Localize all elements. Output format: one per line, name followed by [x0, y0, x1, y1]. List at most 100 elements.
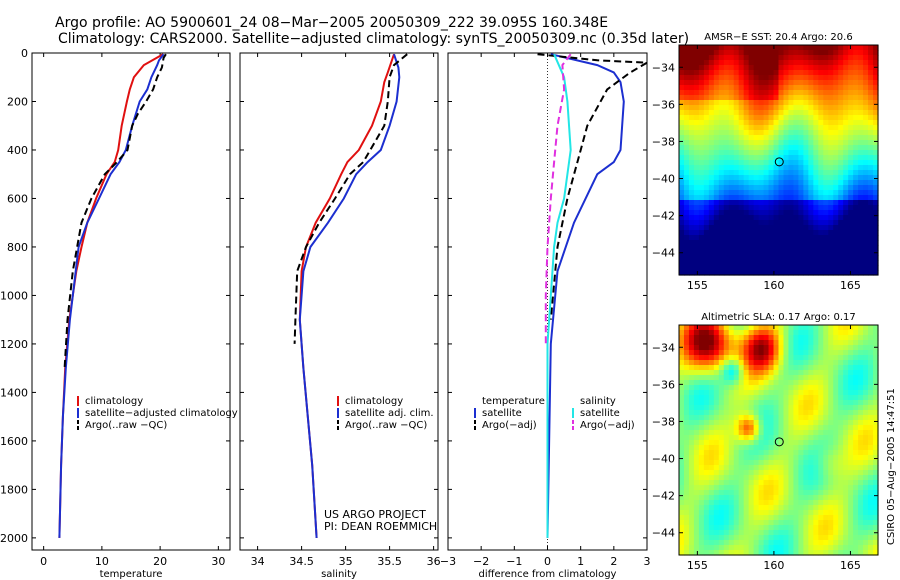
map-cell — [788, 210, 795, 216]
map-cell — [803, 205, 809, 211]
map-cell — [848, 385, 854, 391]
map-cell — [738, 230, 745, 236]
map-cell — [778, 430, 785, 436]
map-cell — [848, 115, 854, 121]
map-cell — [708, 75, 715, 81]
map-cell — [683, 490, 690, 496]
map-cell — [778, 330, 785, 336]
map-cell — [858, 70, 864, 76]
map-cell — [788, 525, 795, 531]
map-cell — [858, 235, 864, 241]
map-cell — [753, 45, 760, 51]
map-cell — [813, 205, 819, 211]
map-cell — [738, 365, 745, 371]
map-cell — [738, 400, 745, 406]
map-cell — [768, 445, 775, 451]
map-cell — [728, 480, 735, 486]
map-cell — [818, 495, 824, 501]
map-cell — [828, 145, 834, 151]
map-cell — [788, 240, 795, 246]
map-cell — [838, 105, 844, 111]
map-cell — [798, 415, 804, 421]
map-cell — [858, 450, 864, 456]
map-cell — [733, 160, 740, 166]
map-cell — [863, 190, 869, 196]
map-cell — [808, 335, 814, 341]
map-cell — [693, 230, 700, 236]
map-cell — [783, 245, 790, 251]
map-cell — [828, 460, 834, 466]
argo-position-marker — [774, 157, 784, 167]
map-cell — [723, 205, 730, 211]
map-cell — [808, 215, 814, 221]
map-cell — [713, 145, 720, 151]
map-cell — [718, 515, 725, 521]
map-cell — [708, 115, 715, 121]
map-cell — [793, 495, 799, 501]
map-cell — [733, 70, 740, 76]
map-cell — [743, 445, 750, 451]
map-cell — [763, 430, 770, 436]
map-cell — [723, 345, 730, 351]
map-cell — [753, 455, 760, 461]
map-cell — [768, 395, 775, 401]
map-cell — [728, 510, 735, 516]
map-cell — [833, 340, 839, 346]
map-cell — [693, 510, 700, 516]
map-cell — [703, 525, 710, 531]
map-cell — [793, 345, 799, 351]
map-cell — [773, 420, 780, 426]
map-cell — [808, 550, 814, 556]
map-cell — [698, 95, 705, 101]
map-cell — [693, 415, 700, 421]
map-cell — [758, 45, 765, 51]
map-cell — [688, 145, 695, 151]
map-cell — [748, 520, 755, 526]
map-cell — [793, 435, 799, 441]
map-cell — [679, 415, 685, 421]
map-cell — [713, 375, 720, 381]
map-cell — [723, 480, 730, 486]
map-cell — [793, 265, 799, 271]
map-cell — [758, 210, 765, 216]
map-cell — [813, 110, 819, 116]
map-cell — [813, 395, 819, 401]
map-cell — [743, 265, 750, 271]
map-cell — [788, 480, 795, 486]
map-cell — [858, 335, 864, 341]
x-tick-label: 34 — [251, 555, 265, 568]
map-cell — [753, 550, 760, 556]
map-cell — [818, 390, 824, 396]
map-cell — [688, 400, 695, 406]
map-cell — [708, 100, 715, 106]
map-cell — [748, 70, 755, 76]
map-cell — [679, 130, 685, 136]
map-cell — [698, 85, 705, 91]
map-cell — [803, 490, 809, 496]
map-cell — [698, 495, 705, 501]
map-cell — [813, 195, 819, 201]
map-cell — [683, 155, 690, 161]
map-cell — [828, 350, 834, 356]
y-tick-label: 200 — [7, 95, 28, 108]
map-cell — [788, 460, 795, 466]
map-cell — [758, 230, 765, 236]
map-cell — [803, 415, 809, 421]
map-cell — [763, 155, 770, 161]
map-cell — [858, 425, 864, 431]
map-cell — [848, 100, 854, 106]
map-cell — [733, 45, 740, 51]
map-cell — [683, 540, 690, 546]
map-cell — [758, 410, 765, 416]
map-cell — [863, 100, 869, 106]
map-cell — [813, 245, 819, 251]
map-cell — [778, 210, 785, 216]
map-cell — [833, 50, 839, 56]
map-cell — [838, 145, 844, 151]
map-cell — [818, 220, 824, 226]
map-cell — [858, 330, 864, 336]
map-cell — [698, 185, 705, 191]
map-cell — [863, 545, 869, 551]
map-cell — [733, 250, 740, 256]
map-cell — [798, 75, 804, 81]
